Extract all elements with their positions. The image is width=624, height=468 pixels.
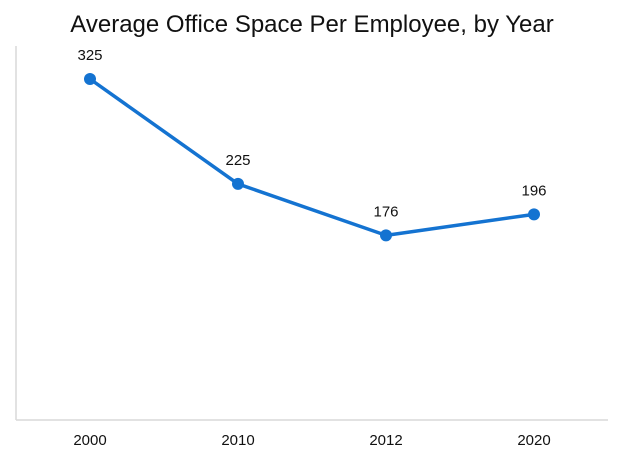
- x-tick-labels: 2000 2010 2012 2020: [73, 432, 550, 449]
- data-point-2010: [232, 177, 244, 190]
- data-point-2012: [380, 229, 392, 242]
- data-point-2000: [84, 73, 96, 85]
- data-label-2012: 176: [373, 203, 398, 220]
- data-label-2010: 225: [225, 152, 250, 169]
- data-label-2020: 196: [521, 182, 546, 199]
- x-tick-label-2010: 2010: [221, 432, 254, 449]
- data-labels: 325 225 176 196: [77, 47, 546, 220]
- data-label-2000: 325: [77, 47, 102, 64]
- data-point-2020: [528, 208, 540, 221]
- chart-title: Average Office Space Per Employee, by Ye…: [70, 11, 553, 38]
- x-tick-label-2020: 2020: [517, 432, 550, 449]
- series-0: [84, 73, 540, 242]
- x-tick-label-2000: 2000: [73, 432, 106, 449]
- series-line: [88, 77, 535, 238]
- x-tick-label-2012: 2012: [369, 432, 402, 449]
